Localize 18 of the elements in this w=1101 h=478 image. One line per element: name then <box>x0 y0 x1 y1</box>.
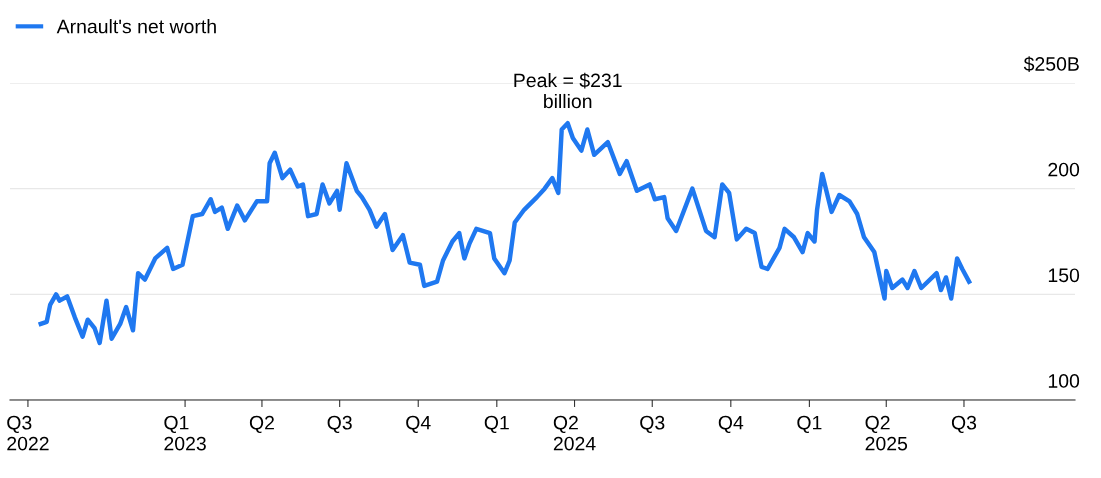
y-tick-label: 200 <box>1048 162 1080 177</box>
legend-label: Arnault's net worth <box>56 19 216 34</box>
x-tick-label: Q3 2022 <box>7 415 49 451</box>
x-tick-label: Q2 2024 <box>553 415 596 451</box>
x-tick-label: Q1 <box>797 415 822 434</box>
x-tick-label: Q3 <box>327 415 352 434</box>
x-tick-label: Q1 2023 <box>164 415 206 451</box>
x-tick-label: Q2 <box>249 415 274 434</box>
y-tick-label: 100 <box>1048 374 1080 388</box>
y-tick-label: $250B <box>1023 56 1079 72</box>
y-tick-label: 150 <box>1048 268 1080 283</box>
x-tick-label: Q4 <box>718 415 744 434</box>
annotation: Peak = $231 billion <box>514 72 622 109</box>
x-tick-label: Q1 <box>484 415 509 434</box>
x-tick-label: Q3 <box>951 415 977 434</box>
x-tick-label: Q3 <box>640 415 665 434</box>
x-tick-label: Q2 2025 <box>865 415 908 451</box>
x-tick-label: Q4 <box>406 415 431 434</box>
